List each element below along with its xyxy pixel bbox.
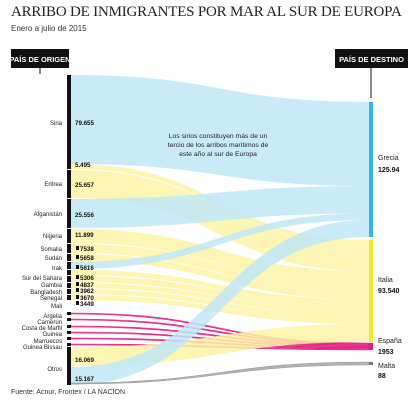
value-label-siria-1: 5.495	[75, 162, 91, 169]
value-label-eritrea-0: 25.657	[75, 182, 94, 189]
origin-label-guinea-bissau: Guinea Bissau	[23, 345, 62, 351]
origin-node-costa-de-marfil	[67, 325, 71, 328]
value-label-siria-0: 79.655	[75, 120, 94, 127]
origin-label-argelia: Argelia	[43, 314, 62, 320]
origin-label-costa-de-marfil: Costa de Marfil	[22, 326, 62, 332]
destination-label-espana: España	[378, 338, 402, 345]
flow-irak-to-grecia	[71, 213, 369, 269]
origin-node-somalia	[67, 244, 71, 253]
origin-node-sudan	[67, 254, 71, 261]
origin-label-sur-del-sahara: Sur del Sahara	[22, 276, 63, 282]
chart-subtitle: Enero a julio de 2015	[11, 24, 87, 33]
value-label-otros-1: 15.167	[75, 376, 94, 383]
value-label-otros-0: 16.069	[75, 357, 94, 364]
origin-node-camerun	[67, 318, 71, 321]
origin-label-otros: Otros	[47, 367, 62, 373]
origin-node-sur-del-sahara	[67, 270, 71, 275]
destination-value-espana: 1953	[378, 349, 394, 356]
value-marker	[76, 288, 79, 292]
annotation-line-1: Los sirios constituyen más de un	[169, 133, 268, 140]
destination-value-italia: 93.540	[378, 288, 400, 295]
value-label-sudan-0: 5658	[80, 255, 94, 262]
origin-node-siria	[67, 75, 71, 169]
value-marker	[76, 255, 79, 259]
value-label-nigeria-0: 11.899	[75, 232, 94, 239]
flows-layer	[70, 75, 370, 385]
origin-node-senegal	[67, 289, 71, 294]
flow-siria-to-grecia	[71, 75, 369, 187]
origin-label-afganistan: Afganistán	[34, 212, 62, 218]
annotation-line-2: tercio de los arribos marítimos de	[168, 142, 269, 149]
destination-node-espana	[369, 343, 373, 350]
destination-node-italia	[369, 240, 373, 342]
origin-label-irak: Irak	[52, 266, 63, 272]
destination-value-malta: 88	[378, 373, 386, 380]
origin-node-gambia	[67, 276, 71, 282]
destination-value-grecia: 125.94	[378, 167, 400, 174]
origin-node-argelia	[67, 312, 71, 315]
destination-header-box	[335, 49, 408, 68]
destination-label-malta: Malta	[378, 363, 395, 370]
flow-otros-to-grecia	[71, 220, 369, 385]
flow-sur-del-sahara-to-italia	[71, 270, 369, 305]
origin-node-afganistan	[67, 199, 71, 228]
origin-node-irak	[67, 262, 71, 269]
destination-node-malta	[369, 362, 373, 365]
destination-header: PAÍS DE DESTINO	[339, 55, 404, 64]
flow-gambia-to-italia	[71, 276, 369, 310]
origin-header-box	[11, 49, 69, 68]
origin-label-sudan: Sudán	[45, 256, 62, 262]
flow-nigeria-to-italia	[71, 229, 369, 285]
origin-label-marruecos: Marruecos	[34, 339, 62, 345]
value-label-somalia-0: 7538	[80, 246, 94, 253]
origin-node-nigeria	[67, 229, 71, 243]
value-label-irak-0: 5616	[80, 265, 94, 272]
origin-label-somalia: Somalia	[40, 247, 62, 253]
flow-afganistan-to-grecia	[71, 186, 369, 228]
destination-label-grecia: Grecia	[378, 155, 399, 162]
origin-node-mali	[67, 295, 71, 300]
origin-label-guinea: Guinea	[43, 332, 63, 338]
value-marker	[76, 275, 79, 279]
origin-label-mali: Mali	[51, 304, 62, 310]
origin-node-bangladesh	[67, 283, 71, 288]
origin-header: PAÍS DE ORIGEN	[9, 55, 70, 64]
value-label-bangladesh-0: 3962	[80, 288, 94, 295]
origin-node-guinea-bissau	[67, 343, 71, 346]
origin-label-siria: Siria	[50, 121, 63, 127]
value-label-afganistan-0: 25.556	[75, 212, 94, 219]
origin-label-eritrea: Eritrea	[44, 182, 62, 188]
origin-label-senegal: Senegal	[40, 296, 62, 302]
value-label-senegal-0: 3670	[80, 295, 94, 302]
chart-source: Fuente: Acnur, Frontex / LA NACION	[11, 389, 125, 396]
value-marker	[76, 295, 79, 299]
nodes-layer	[11, 49, 408, 385]
value-label-gambia-0: 4837	[80, 282, 94, 289]
origin-label-camerun: Camerún	[37, 320, 62, 326]
value-marker	[76, 265, 79, 269]
value-marker	[76, 282, 79, 286]
labels-layer: PAÍS DE ORIGEN PAÍS DE DESTINO Siria Eritre…	[9, 55, 404, 383]
value-label-mali-0: 3449	[80, 301, 94, 308]
origin-label-gambia: Gambia	[41, 283, 63, 289]
value-marker	[76, 246, 79, 250]
flow-sudan-to-italia	[71, 254, 369, 300]
origin-node-otros	[67, 347, 71, 385]
origin-label-bangladesh: Bangladesh	[30, 290, 62, 296]
value-label-sur-del-sahara-0: 5306	[80, 275, 94, 282]
origin-node-marruecos	[67, 337, 71, 340]
origin-node-eritrea	[67, 170, 71, 198]
flow-somalia-to-italia	[71, 244, 369, 293]
destination-node-grecia	[369, 102, 373, 237]
chart-title: ARRIBO DE INMIGRANTES POR MAR AL SUR DE …	[11, 4, 402, 20]
annotation-line-3: este año al sur de Europa	[179, 151, 257, 158]
destination-label-italia: Italia	[378, 277, 393, 284]
origin-node-guinea	[67, 331, 71, 334]
value-marker	[76, 301, 79, 305]
origin-label-nigeria: Nigeria	[43, 234, 63, 240]
